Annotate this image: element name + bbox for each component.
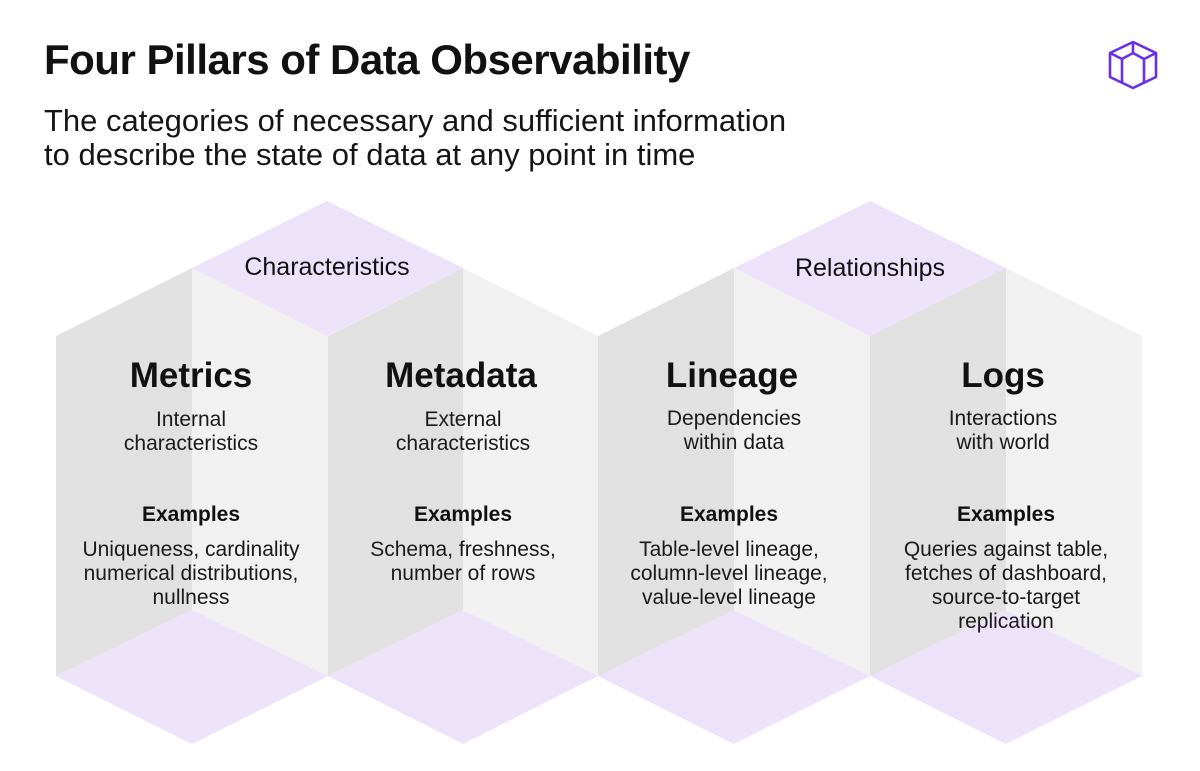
- cube-logo-icon: [1108, 40, 1158, 90]
- group-relationships-top: [734, 201, 1006, 336]
- example-line: fetches of dashboard,: [905, 562, 1107, 585]
- pillar-description-line: Interactions: [949, 407, 1058, 430]
- example-line: Table-level lineage,: [639, 538, 819, 561]
- pillar-description-line: characteristics: [396, 432, 530, 455]
- pillar-lineage: Lineage Dependencies within data Example…: [630, 356, 827, 609]
- example-line: Queries against table,: [904, 538, 1108, 561]
- pillar-metadata: Metadata External characteristics Exampl…: [370, 356, 556, 585]
- pillar-description-line: External: [424, 408, 501, 431]
- examples-label: Examples: [957, 503, 1055, 526]
- examples-label: Examples: [142, 503, 240, 526]
- pillar-logs-face-left: [870, 268, 1006, 676]
- subtitle-line-2: to describe the state of data at any poi…: [44, 137, 696, 172]
- group-characteristics: [56, 201, 598, 744]
- page-title: Four Pillars of Data Observability: [44, 36, 690, 83]
- pillar-metrics-face-left: [56, 268, 192, 676]
- example-line: column-level lineage,: [630, 562, 827, 585]
- group-characteristics-top: [192, 201, 463, 336]
- pillar-metrics-face-right: [192, 268, 328, 676]
- pillar-description-line: Dependencies: [667, 407, 801, 430]
- pillar-lineage-face-left: [598, 268, 734, 676]
- example-line: value-level lineage: [642, 586, 816, 609]
- pillar-metrics: Metrics Internal characteristics Example…: [82, 356, 300, 609]
- pillar-metadata-face-right: [463, 268, 598, 676]
- pillar-description-line: within data: [683, 431, 785, 454]
- pillar-metadata-bottom: [328, 610, 598, 744]
- page-subtitle: The categories of necessary and sufficie…: [44, 104, 1004, 172]
- pillar-name: Logs: [961, 356, 1045, 395]
- group-label-relationships: Relationships: [795, 254, 945, 282]
- pillar-logs: Logs Interactions with world Examples Qu…: [904, 356, 1108, 633]
- example-line: source-to-target: [932, 586, 1080, 609]
- examples-label: Examples: [414, 503, 512, 526]
- subtitle-line-1: The categories of necessary and sufficie…: [44, 103, 787, 138]
- pillar-name: Metrics: [130, 356, 253, 395]
- pillar-description-line: characteristics: [124, 432, 258, 455]
- group-label-characteristics: Characteristics: [244, 253, 409, 281]
- example-line: numerical distributions,: [84, 562, 299, 585]
- pillar-lineage-bottom: [598, 610, 870, 744]
- pillar-lineage-face-right: [734, 268, 870, 676]
- pillar-name: Lineage: [666, 356, 798, 395]
- pillar-description-line: Internal: [156, 408, 226, 431]
- example-line: Schema, freshness,: [370, 538, 556, 561]
- pillar-logs-bottom: [870, 610, 1142, 744]
- pillar-logs-face-right: [1006, 268, 1142, 676]
- example-line: nullness: [152, 586, 229, 609]
- example-line: Uniqueness, cardinality: [82, 538, 300, 561]
- group-relationships: [598, 201, 1142, 744]
- pillar-metadata-face-left: [328, 268, 463, 676]
- example-line: number of rows: [391, 562, 536, 585]
- pillar-description-line: with world: [955, 431, 1049, 454]
- pillar-name: Metadata: [385, 356, 537, 395]
- example-line: replication: [958, 610, 1054, 633]
- examples-label: Examples: [680, 503, 778, 526]
- pillar-metrics-bottom: [56, 610, 328, 744]
